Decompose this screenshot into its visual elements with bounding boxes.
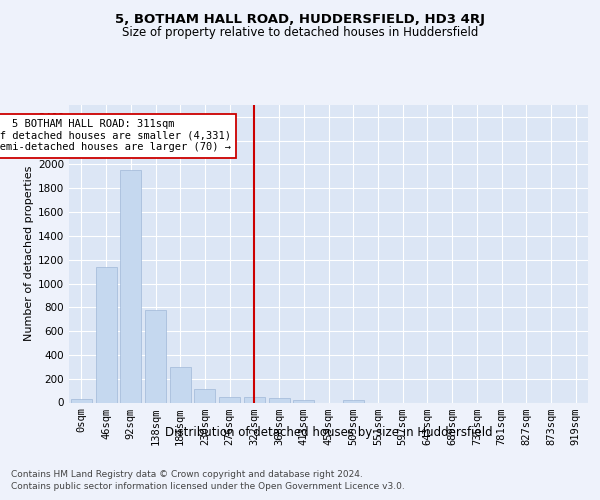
Bar bbox=[120, 170, 141, 402]
Text: Contains HM Land Registry data © Crown copyright and database right 2024.: Contains HM Land Registry data © Crown c… bbox=[11, 470, 362, 479]
Text: Contains public sector information licensed under the Open Government Licence v3: Contains public sector information licen… bbox=[11, 482, 404, 491]
Text: 5 BOTHAM HALL ROAD: 311sqm
← 98% of detached houses are smaller (4,331)
2% of se: 5 BOTHAM HALL ROAD: 311sqm ← 98% of deta… bbox=[0, 120, 231, 152]
Bar bbox=[95, 267, 116, 402]
Text: Size of property relative to detached houses in Huddersfield: Size of property relative to detached ho… bbox=[122, 26, 478, 39]
Bar bbox=[194, 390, 215, 402]
Text: 5, BOTHAM HALL ROAD, HUDDERSFIELD, HD3 4RJ: 5, BOTHAM HALL ROAD, HUDDERSFIELD, HD3 4… bbox=[115, 12, 485, 26]
Bar bbox=[71, 399, 92, 402]
Text: Distribution of detached houses by size in Huddersfield: Distribution of detached houses by size … bbox=[165, 426, 493, 439]
Bar bbox=[145, 310, 166, 402]
Bar bbox=[343, 400, 364, 402]
Bar bbox=[219, 396, 240, 402]
Bar bbox=[293, 400, 314, 402]
Bar bbox=[269, 398, 290, 402]
Bar bbox=[170, 367, 191, 402]
Y-axis label: Number of detached properties: Number of detached properties bbox=[24, 166, 34, 342]
Bar bbox=[244, 396, 265, 402]
